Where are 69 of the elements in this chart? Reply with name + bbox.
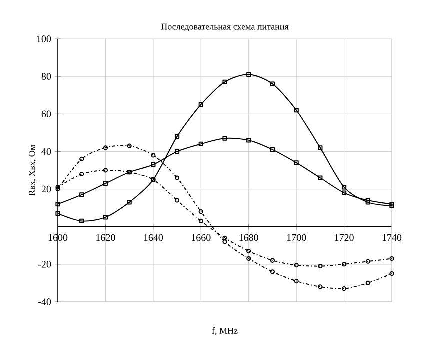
point: [246, 256, 252, 262]
point: [366, 259, 370, 264]
y-tick-label: 20: [42, 186, 52, 193]
point: [318, 146, 323, 150]
point: [103, 168, 108, 173]
point: [151, 162, 156, 168]
y-tick-label: 60: [42, 110, 52, 118]
point: [294, 263, 299, 268]
point: [103, 215, 108, 220]
point: [342, 286, 347, 292]
point: [270, 82, 276, 86]
point: [318, 284, 323, 290]
point: [390, 272, 394, 276]
x-axis-title: f, MHz: [212, 328, 238, 336]
point: [342, 185, 347, 190]
point: [127, 144, 132, 148]
point: [294, 279, 299, 284]
point: [56, 186, 60, 192]
point: [198, 142, 204, 146]
point: [366, 198, 370, 203]
y-tick-label: 100: [37, 36, 52, 42]
point: [342, 190, 347, 196]
point: [246, 72, 252, 77]
point: [270, 258, 276, 263]
point: [151, 153, 156, 158]
point: [390, 256, 394, 262]
point: [246, 138, 252, 143]
x-tick-label: 1660: [192, 234, 211, 242]
x-tick-label: 1700: [287, 234, 306, 242]
point: [174, 149, 180, 154]
point: [174, 134, 180, 139]
point: [80, 172, 84, 177]
point: [222, 240, 228, 244]
point: [222, 236, 228, 240]
point: [103, 146, 108, 150]
point: [198, 102, 204, 108]
y-tick-label: -40: [38, 298, 52, 306]
point: [294, 108, 299, 113]
point: [80, 192, 84, 198]
point: [270, 148, 276, 152]
point: [366, 280, 370, 286]
point: [198, 210, 204, 214]
chart-title: Последовательная схема питания: [161, 24, 289, 32]
point: [294, 160, 299, 166]
point: [222, 80, 228, 84]
y-axis-title: Rвх, Xвх, Ом: [29, 145, 36, 196]
point: [246, 248, 252, 254]
point: [103, 181, 108, 186]
x-tick-label: 1740: [382, 234, 402, 242]
point: [366, 200, 370, 205]
x-tick-label: 1620: [96, 234, 116, 242]
point: [56, 185, 60, 190]
point: [198, 218, 204, 224]
x-tick-label: 1640: [144, 234, 164, 242]
y-tick-label: 40: [42, 148, 52, 156]
point: [127, 200, 132, 205]
point: [80, 218, 84, 224]
point: [222, 136, 228, 141]
y-tick-label: 80: [42, 73, 52, 80]
point: [174, 176, 180, 180]
point: [318, 176, 323, 180]
point: [318, 264, 323, 269]
point: [270, 270, 276, 274]
x-tick-label: 1720: [335, 234, 354, 242]
y-tick-label: -20: [38, 261, 52, 268]
point: [80, 156, 84, 162]
point: [174, 198, 180, 203]
point: [342, 262, 347, 267]
x-tick-label: 1680: [240, 234, 258, 242]
